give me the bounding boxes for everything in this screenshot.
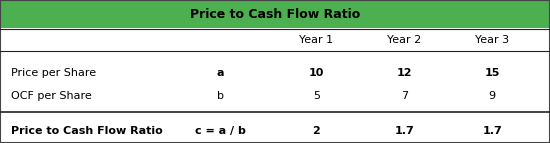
Text: 1.7: 1.7 (482, 126, 502, 136)
Text: b: b (217, 91, 223, 101)
Bar (0, 0, 550, 28)
Text: 15: 15 (485, 68, 500, 78)
Text: 12: 12 (397, 68, 412, 78)
Text: Price per Share: Price per Share (11, 68, 96, 78)
Text: 7: 7 (401, 91, 408, 101)
Text: a: a (216, 68, 224, 78)
Text: Year 1: Year 1 (299, 35, 333, 45)
Text: Price to Cash Flow Ratio: Price to Cash Flow Ratio (11, 126, 163, 136)
Text: Year 2: Year 2 (387, 35, 421, 45)
Text: Price to Cash Flow Ratio: Price to Cash Flow Ratio (190, 7, 360, 20)
Text: OCF per Share: OCF per Share (11, 91, 92, 101)
Text: c = a / b: c = a / b (195, 126, 245, 136)
Text: 10: 10 (309, 68, 324, 78)
Text: 1.7: 1.7 (394, 126, 414, 136)
Text: 5: 5 (313, 91, 320, 101)
Text: Year 3: Year 3 (475, 35, 509, 45)
Text: 9: 9 (489, 91, 496, 101)
Text: 2: 2 (312, 126, 320, 136)
